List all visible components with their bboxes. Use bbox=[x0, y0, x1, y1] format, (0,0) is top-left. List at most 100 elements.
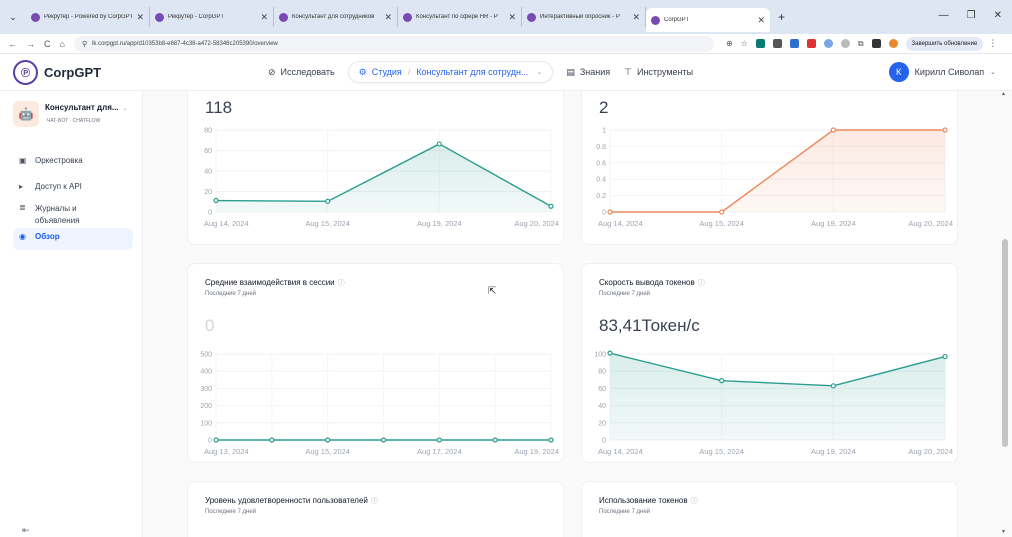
data-point bbox=[436, 141, 442, 147]
address-bar[interactable]: ⚲ lk.corpgpt.ru/app/d10353b8-e687-4c38-a… bbox=[73, 35, 714, 52]
browser-tab-bar: ⌄ Рекрутер - Powered by CorpGPT ✕ Рекруте… bbox=[0, 0, 1012, 34]
restore-icon[interactable]: ❐ bbox=[966, 10, 976, 21]
data-point bbox=[830, 383, 836, 389]
x-tick-label: Aug 15, 2024 bbox=[305, 447, 350, 456]
sidebar-item-api-access[interactable]: ▸ Доступ к API bbox=[13, 178, 133, 195]
browser-tab[interactable]: Рекрутер - CorpGPT ✕ bbox=[150, 7, 274, 27]
browser-menu-icon[interactable]: ⋮ bbox=[988, 38, 998, 48]
nav-explore[interactable]: ⊘ Исследовать bbox=[268, 67, 335, 78]
data-point bbox=[607, 350, 613, 356]
app-type-tags: ЧАТ-БОТ · CHATFLOW bbox=[47, 118, 101, 124]
info-icon[interactable]: ⓘ bbox=[337, 280, 345, 287]
sidebar-item-overview[interactable]: ◉ Обзор bbox=[13, 228, 133, 250]
x-tick-label: Aug 19, 2024 bbox=[417, 219, 462, 228]
nav-studio[interactable]: ⚙ Студия / Консультант для сотрудн... ⌄ bbox=[348, 62, 553, 82]
back-arrow-icon[interactable]: ← bbox=[8, 38, 17, 49]
card-subtitle: Последние 7 дней bbox=[205, 291, 257, 297]
data-point bbox=[719, 209, 725, 215]
bookmark-star-icon[interactable]: ☆ bbox=[740, 39, 748, 48]
data-point bbox=[213, 197, 219, 204]
browser-tab[interactable]: Рекрутер - Powered by CorpGPT ✕ bbox=[26, 7, 150, 27]
stat-card-token-speed: Скорость вывода токенов ⓘ Последние 7 дне… bbox=[581, 263, 958, 463]
extension-icon[interactable] bbox=[823, 39, 833, 48]
tools-icon: ⊤ bbox=[624, 66, 632, 77]
browser-tab-active[interactable]: CorpGPT ✕ bbox=[646, 8, 770, 32]
browser-tab[interactable]: Консультант для сотрудников ✕ bbox=[274, 7, 398, 27]
close-window-icon[interactable]: ✕ bbox=[993, 10, 1002, 21]
corpgpt-logo-icon[interactable]: ℗ bbox=[13, 60, 38, 85]
sidepanel-icon[interactable] bbox=[871, 39, 881, 48]
y-tick-label: 40 bbox=[204, 169, 212, 176]
extension-icon[interactable] bbox=[840, 39, 850, 48]
close-tab-icon[interactable]: ✕ bbox=[260, 11, 268, 22]
nav-tools-label: Инструменты bbox=[636, 67, 694, 77]
scroll-thumb[interactable] bbox=[1002, 239, 1008, 447]
page-scrollbar[interactable]: ▲ ▼ bbox=[1001, 91, 1009, 537]
tab-list-chevron-icon[interactable]: ⌄ bbox=[9, 11, 17, 22]
browser-tab[interactable]: Интерактивный опросник - Р ✕ bbox=[522, 7, 646, 27]
forward-arrow-icon[interactable]: → bbox=[26, 38, 35, 49]
y-tick-label: 100 bbox=[594, 352, 606, 359]
sidebar-item-logs[interactable]: ≣ Журналы и объявления bbox=[13, 199, 133, 231]
data-point bbox=[325, 437, 331, 443]
card-subtitle: Последние 7 дней bbox=[599, 509, 651, 515]
home-icon[interactable]: ⌂ bbox=[59, 38, 65, 49]
update-browser-button[interactable]: Завершить обновление bbox=[905, 36, 984, 51]
series-area bbox=[610, 353, 945, 440]
x-tick-label: Aug 19, 2024 bbox=[514, 447, 559, 456]
nav-tools[interactable]: ⊤ Инструменты bbox=[624, 67, 693, 78]
info-icon[interactable]: ⓘ bbox=[697, 280, 705, 287]
y-tick-label: 200 bbox=[200, 403, 212, 410]
collapse-sidebar-icon[interactable]: ⇤ bbox=[22, 525, 30, 535]
url-text: lk.corpgpt.ru/app/d10353b8-e687-4c38-a47… bbox=[92, 40, 278, 47]
info-icon[interactable]: ⓘ bbox=[370, 498, 378, 505]
extension-icon[interactable] bbox=[755, 39, 765, 48]
card-title: Уровень удовлетворенности пользователей ⓘ bbox=[205, 496, 378, 505]
nav-knowledge[interactable]: ▤ Знания bbox=[566, 67, 610, 78]
extension-icon[interactable] bbox=[806, 39, 816, 48]
x-tick-label: Aug 14, 2024 bbox=[598, 447, 643, 456]
browser-tab[interactable]: Консультант по сфере HR - Р ✕ bbox=[398, 7, 522, 27]
close-tab-icon[interactable]: ✕ bbox=[632, 11, 640, 22]
close-tab-icon[interactable]: ✕ bbox=[757, 14, 765, 25]
info-icon[interactable]: ⓘ bbox=[690, 498, 698, 505]
user-menu[interactable]: К Кирилл Сиволап ⌄ bbox=[888, 62, 996, 82]
app-selector-card[interactable]: 🤖 Консультант для... ⌄ ЧАТ-БОТ · CHATFLOW bbox=[13, 101, 135, 133]
breadcrumb-separator: / bbox=[407, 67, 411, 77]
y-tick-label: 20 bbox=[204, 189, 212, 196]
extension-icon[interactable] bbox=[772, 39, 782, 48]
corpgpt-favicon-icon bbox=[527, 12, 536, 22]
reload-icon[interactable]: C bbox=[44, 38, 51, 49]
extensions-puzzle-icon[interactable]: ⧉ bbox=[857, 38, 864, 48]
chart-c3: 0 100 200 300 400 500 Aug 13, 2024 Aug 15, 2024… bbox=[200, 352, 559, 457]
minimize-icon[interactable]: — bbox=[938, 10, 949, 21]
card-value: 2 bbox=[599, 98, 609, 117]
site-info-icon[interactable]: ⚲ bbox=[81, 40, 88, 48]
nav-knowledge-label: Знания bbox=[579, 67, 611, 77]
scroll-up-arrow-icon[interactable]: ▲ bbox=[1001, 91, 1006, 97]
new-tab-button[interactable]: + bbox=[778, 10, 786, 24]
close-tab-icon[interactable]: ✕ bbox=[384, 11, 392, 22]
current-app-selector[interactable]: Консультант для сотрудн... bbox=[416, 67, 529, 77]
y-tick-label: 0.2 bbox=[596, 193, 606, 200]
x-tick-label: Aug 17, 2024 bbox=[417, 447, 462, 456]
x-tick-label: Aug 14, 2024 bbox=[598, 219, 643, 228]
close-tab-icon[interactable]: ✕ bbox=[508, 11, 516, 22]
chevron-down-icon[interactable]: ⌄ bbox=[536, 69, 543, 76]
chart-c2: 0 0.2 0.4 0.6 0.8 1 Aug 14, 2024 Aug 15, 2024 Au… bbox=[596, 127, 953, 228]
tab-title: Консультант для сотрудников bbox=[292, 14, 375, 20]
stat-card-satisfaction: Уровень удовлетворенности пользователей ⓘ… bbox=[187, 481, 564, 537]
terminal-icon: ▸ bbox=[19, 182, 24, 191]
nav-explore-label: Исследовать bbox=[280, 67, 335, 77]
extension-icon[interactable] bbox=[789, 39, 799, 48]
orchestration-icon: ▣ bbox=[19, 156, 27, 165]
sidebar-item-orchestration[interactable]: ▣ Оркестровка bbox=[13, 152, 133, 169]
scroll-down-arrow-icon[interactable]: ▼ bbox=[1001, 529, 1006, 535]
y-tick-label: 0.6 bbox=[596, 160, 606, 167]
profile-icon[interactable] bbox=[888, 39, 898, 48]
zoom-icon[interactable]: ⊕ bbox=[725, 39, 733, 48]
x-tick-label: Aug 20, 2024 bbox=[908, 447, 953, 456]
stat-card-avg-interactions: Средние взаимодействия в сессии ⓘ Последн… bbox=[187, 263, 564, 463]
sidebar: 🤖 Консультант для... ⌄ ЧАТ-БОТ · CHATFLOW… bbox=[0, 91, 143, 537]
close-tab-icon[interactable]: ✕ bbox=[136, 11, 144, 22]
